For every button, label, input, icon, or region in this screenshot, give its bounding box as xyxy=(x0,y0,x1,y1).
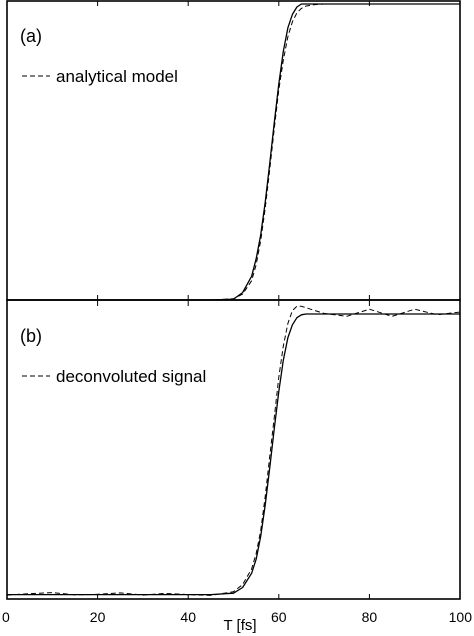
x-tick-label: 80 xyxy=(362,609,378,625)
solid-series-line-b xyxy=(7,313,460,596)
legend-label-a: analytical model xyxy=(56,67,178,86)
dashed-series-line-b xyxy=(6,305,461,596)
panel-b: (b) deconvoluted signal 0 20 40 60 80 100 xyxy=(2,299,473,625)
x-tick-label: 20 xyxy=(90,609,106,625)
plot-frame-b xyxy=(6,299,461,600)
x-tick-label: 0 xyxy=(2,609,10,625)
x-tick-label: 40 xyxy=(180,609,196,625)
dashed-series-line-a xyxy=(7,3,460,301)
panel-label-a: (a) xyxy=(20,26,42,46)
legend-label-b: deconvoluted signal xyxy=(56,367,206,386)
panel-label-b: (b) xyxy=(20,326,42,346)
plot-frame-a xyxy=(6,0,461,301)
x-tick-label: 60 xyxy=(271,609,287,625)
x-axis-label: T [fs] xyxy=(223,617,256,634)
panel-a: (a) analytical model xyxy=(6,0,461,301)
x-tick-label: 100 xyxy=(449,609,473,625)
solid-series-line-a xyxy=(7,3,460,301)
